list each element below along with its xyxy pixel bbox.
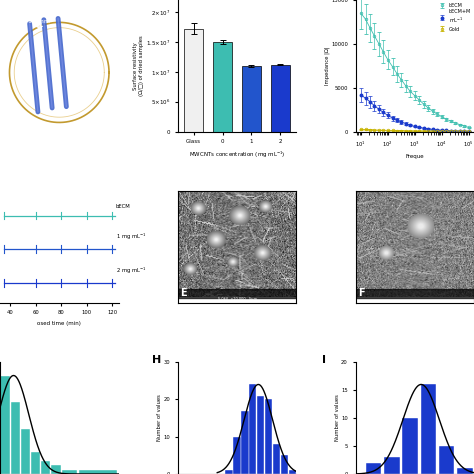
Legend: bECM, bECM+M
mL$^{-1}$, Gold: bECM, bECM+M mL$^{-1}$, Gold xyxy=(438,2,472,32)
Bar xyxy=(233,437,241,474)
Bar xyxy=(281,456,288,474)
Text: B: B xyxy=(156,0,165,2)
Bar xyxy=(242,66,261,132)
Bar xyxy=(178,289,296,298)
Bar xyxy=(384,457,400,474)
Y-axis label: Surface resistivity
(Ω/□) of dried samples: Surface resistivity (Ω/□) of dried sampl… xyxy=(133,36,144,96)
Bar xyxy=(366,463,382,474)
Text: 5.0kV  ×10,000   5µm: 5.0kV ×10,000 5µm xyxy=(218,297,256,301)
Text: E: E xyxy=(180,288,187,298)
Text: bECM: bECM xyxy=(116,204,131,209)
Bar xyxy=(184,29,203,132)
Bar xyxy=(226,470,233,474)
X-axis label: Freque: Freque xyxy=(405,154,424,159)
Bar xyxy=(62,470,77,474)
X-axis label: osed time (min): osed time (min) xyxy=(37,321,81,326)
Text: F: F xyxy=(358,288,365,298)
Text: H: H xyxy=(152,356,161,365)
Bar xyxy=(51,465,61,474)
Bar xyxy=(21,429,30,474)
X-axis label: MWCNTs concentration (mg mL$^{-1}$): MWCNTs concentration (mg mL$^{-1}$) xyxy=(189,150,285,160)
Bar xyxy=(249,384,256,474)
Bar xyxy=(41,461,50,474)
Bar xyxy=(271,64,290,132)
Text: 20 mm: 20 mm xyxy=(9,120,32,125)
Y-axis label: Number of values: Number of values xyxy=(335,394,340,441)
Bar xyxy=(421,384,436,474)
Text: 1 mg mL$^{-1}$: 1 mg mL$^{-1}$ xyxy=(116,232,146,242)
Bar xyxy=(356,289,474,298)
Text: I: I xyxy=(322,356,326,365)
Text: 10 mm: 10 mm xyxy=(28,19,50,24)
Bar xyxy=(80,470,117,474)
Bar xyxy=(439,446,455,474)
Bar xyxy=(457,468,473,474)
Bar xyxy=(213,42,232,132)
Bar xyxy=(31,452,40,474)
Bar xyxy=(0,375,10,474)
Y-axis label: Impedance |Ω|: Impedance |Ω| xyxy=(324,46,329,85)
Bar xyxy=(402,418,418,474)
Bar xyxy=(241,410,248,474)
Bar xyxy=(265,400,272,474)
Text: 2 mg mL$^{-1}$: 2 mg mL$^{-1}$ xyxy=(116,265,146,276)
Bar xyxy=(10,402,20,474)
Bar xyxy=(289,470,296,474)
Bar xyxy=(257,396,264,474)
Text: C: C xyxy=(334,0,342,2)
Bar xyxy=(273,444,280,474)
Y-axis label: Number of values: Number of values xyxy=(157,394,162,441)
